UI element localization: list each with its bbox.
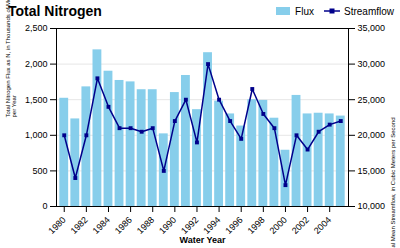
svg-text:1,000: 1,000 — [25, 130, 48, 140]
svg-text:2,000: 2,000 — [25, 59, 48, 69]
svg-text:2004: 2004 — [312, 215, 333, 236]
svg-text:1982: 1982 — [69, 215, 90, 236]
svg-text:1992: 1992 — [179, 215, 200, 236]
html-text:Total Nitrogen: Total Nitrogen — [8, 3, 102, 19]
svg-text:1994: 1994 — [201, 215, 222, 236]
svg-text:1986: 1986 — [113, 215, 134, 236]
svg-text:20,000: 20,000 — [358, 130, 386, 140]
svg-text:Total Nitrogen Flux as N, in T: Total Nitrogen Flux as N, in Thousands o… — [5, 0, 17, 118]
svg-text:500: 500 — [32, 166, 47, 176]
html-text:Streamflow: Streamflow — [344, 5, 394, 17]
html-text:Flux: Flux — [295, 5, 314, 17]
svg-text:Water Year: Water Year — [179, 235, 226, 245]
svg-text:2000: 2000 — [268, 215, 289, 236]
svg-text:25,000: 25,000 — [358, 95, 386, 105]
svg-text:0: 0 — [42, 201, 47, 211]
svg-text:1990: 1990 — [157, 215, 178, 236]
svg-text:2002: 2002 — [290, 215, 311, 236]
svg-text:1,500: 1,500 — [25, 95, 48, 105]
svg-text:Annual Mean Streamflow, in Cub: Annual Mean Streamflow, in Cubic Meters … — [390, 118, 396, 248]
svg-text:2,500: 2,500 — [25, 23, 48, 33]
svg-text:1996: 1996 — [223, 215, 244, 236]
svg-text:1998: 1998 — [246, 215, 267, 236]
svg-text:1988: 1988 — [135, 215, 156, 236]
svg-text:1984: 1984 — [91, 215, 112, 236]
svg-text:15,000: 15,000 — [358, 166, 386, 176]
svg-text:30,000: 30,000 — [358, 59, 386, 69]
svg-text:1980: 1980 — [46, 215, 67, 236]
svg-text:10,000: 10,000 — [358, 201, 386, 211]
svg-text:35,000: 35,000 — [358, 23, 386, 33]
